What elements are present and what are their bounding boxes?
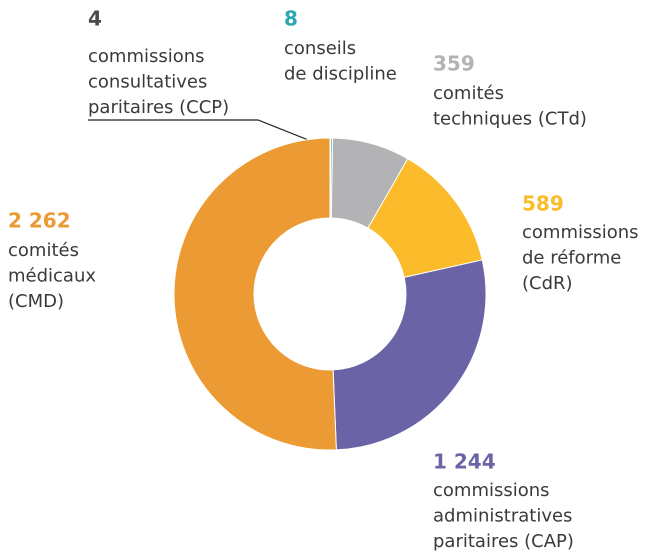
- category-label: administratives: [433, 506, 572, 527]
- category-label: paritaires (CAP): [433, 531, 574, 551]
- category-label: de réforme: [522, 248, 621, 269]
- category-label: comités: [8, 240, 79, 261]
- donut-slice: [173, 137, 337, 451]
- category-label: conseils: [284, 38, 356, 59]
- category-label: paritaires (CCP): [88, 97, 229, 118]
- category-label: consultatives: [88, 72, 207, 93]
- value-label: 4: [88, 7, 102, 31]
- category-label: commissions: [522, 222, 639, 243]
- value-label: 1 244: [433, 450, 496, 474]
- category-label: médicaux: [8, 266, 96, 287]
- donut-slice: [332, 259, 487, 451]
- category-label: commissions: [88, 46, 205, 67]
- category-label: commissions: [433, 480, 550, 501]
- value-label: 2 262: [8, 209, 71, 233]
- category-label: comités: [433, 83, 504, 104]
- value-label: 589: [522, 192, 564, 216]
- category-label: techniques (CTd): [433, 109, 587, 130]
- value-label: 359: [433, 52, 475, 76]
- category-label: (CMD): [8, 291, 64, 312]
- category-label: de discipline: [284, 64, 397, 85]
- category-label: (CdR): [522, 273, 573, 294]
- value-label: 8: [284, 7, 298, 31]
